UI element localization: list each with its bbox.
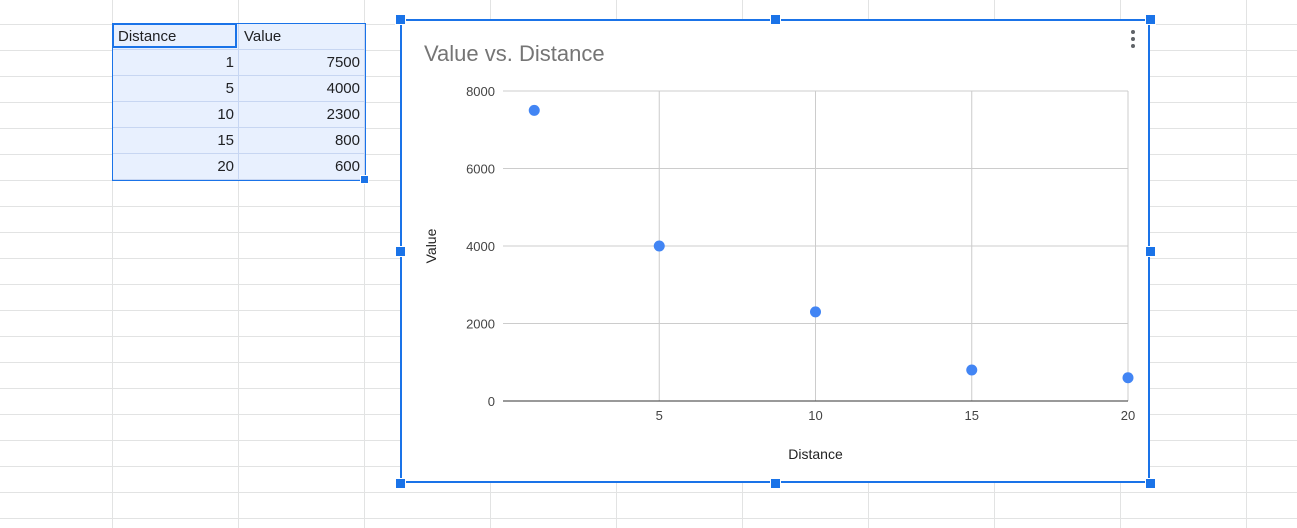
- data-point: [966, 364, 978, 376]
- resize-handle-top-left[interactable]: [395, 14, 406, 25]
- resize-handle-bottom-left[interactable]: [395, 478, 406, 489]
- resize-handle-left[interactable]: [395, 246, 406, 257]
- cell-value[interactable]: 7500: [239, 50, 365, 76]
- fill-handle[interactable]: [360, 175, 369, 184]
- header-cell-distance[interactable]: Distance: [113, 24, 239, 50]
- cell-value[interactable]: 4000: [239, 76, 365, 102]
- x-tick-label: 5: [656, 408, 663, 423]
- resize-handle-bottom[interactable]: [770, 478, 781, 489]
- cell-distance[interactable]: 15: [113, 128, 239, 154]
- cell-value[interactable]: 800: [239, 128, 365, 154]
- resize-handle-top-right[interactable]: [1145, 14, 1156, 25]
- data-point: [810, 306, 821, 318]
- y-axis-label: Value: [423, 228, 439, 263]
- x-tick-label: 20: [1121, 408, 1135, 423]
- data-point: [653, 240, 665, 252]
- cell-distance[interactable]: 20: [113, 154, 239, 180]
- resize-handle-top[interactable]: [770, 14, 781, 25]
- x-tick-label: 15: [965, 408, 979, 423]
- y-tick-label: 2000: [466, 317, 495, 332]
- data-range[interactable]: Distance Value 1 7500 5 4000 10 2300 15 …: [113, 24, 365, 180]
- cell-value[interactable]: 2300: [239, 102, 365, 128]
- resize-handle-right[interactable]: [1145, 246, 1156, 257]
- more-vert-icon[interactable]: [1126, 29, 1140, 51]
- x-axis-label: Distance: [788, 446, 843, 462]
- cell-distance[interactable]: 5: [113, 76, 239, 102]
- cell-distance[interactable]: 10: [113, 102, 239, 128]
- data-point: [528, 104, 540, 116]
- y-tick-label: 0: [488, 394, 495, 409]
- header-cell-value[interactable]: Value: [239, 24, 365, 50]
- y-tick-label: 6000: [466, 162, 495, 177]
- y-tick-label: 4000: [466, 239, 495, 254]
- resize-handle-bottom-right[interactable]: [1145, 478, 1156, 489]
- chart-title: Value vs. Distance: [424, 41, 605, 66]
- cell-distance[interactable]: 1: [113, 50, 239, 76]
- y-tick-label: 8000: [466, 84, 495, 99]
- cell-value[interactable]: 600: [239, 154, 365, 180]
- x-tick-label: 10: [808, 408, 822, 423]
- data-point: [1122, 372, 1134, 384]
